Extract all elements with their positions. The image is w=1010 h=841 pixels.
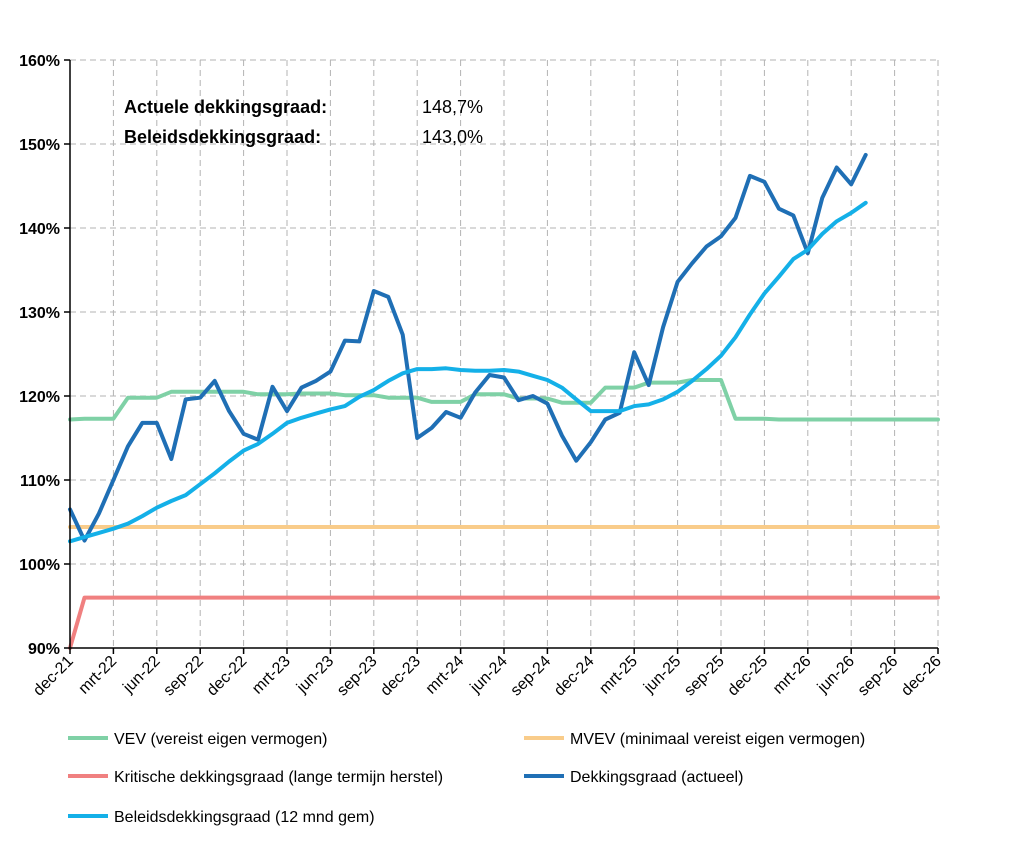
y-tick-label: 150% [19,137,60,154]
legend-entry: Beleidsdekkingsgraad (12 mnd gem) [114,809,375,826]
legend-entry: MVEV (minimaal vereist eigen vermogen) [570,731,865,748]
actual-ratio-line [68,152,868,543]
y-tick-label: 160% [19,53,60,70]
legend-entry: Dekkingsgraad (actueel) [570,769,743,786]
policy-ratio-value: 143,0% [422,127,483,147]
actual-ratio-value: 148,7% [422,97,483,117]
vev-line [68,378,940,422]
y-tick-label: 100% [19,557,60,574]
annotation-box: Actuele dekkingsgraad: 148,7% Beleidsdekki… [124,97,483,147]
actual-ratio-label: Actuele dekkingsgraad: [124,97,327,117]
legend-entry: Kritische dekkingsgraad (lange termijn h… [114,769,443,786]
y-tick-label: 110% [20,473,60,490]
grid-lines [70,59,939,648]
series-lines [68,152,940,650]
policy-ratio-line [68,200,868,544]
critical-ratio-line [68,595,940,650]
y-tick-label: 140% [19,221,60,238]
y-tick-label: 90% [28,641,60,658]
legend: VEV (vereist eigen vermogen) MVEV (minima… [68,731,865,826]
legend-entry: VEV (vereist eigen vermogen) [114,731,327,748]
y-tick-label: 130% [19,305,60,322]
policy-ratio-label: Beleidsdekkingsgraad: [124,127,321,147]
y-tick-label: 120% [19,389,60,406]
y-axis-ticks: 90% 100% 110% 120% 130% 140% 150% 160% [19,53,70,658]
